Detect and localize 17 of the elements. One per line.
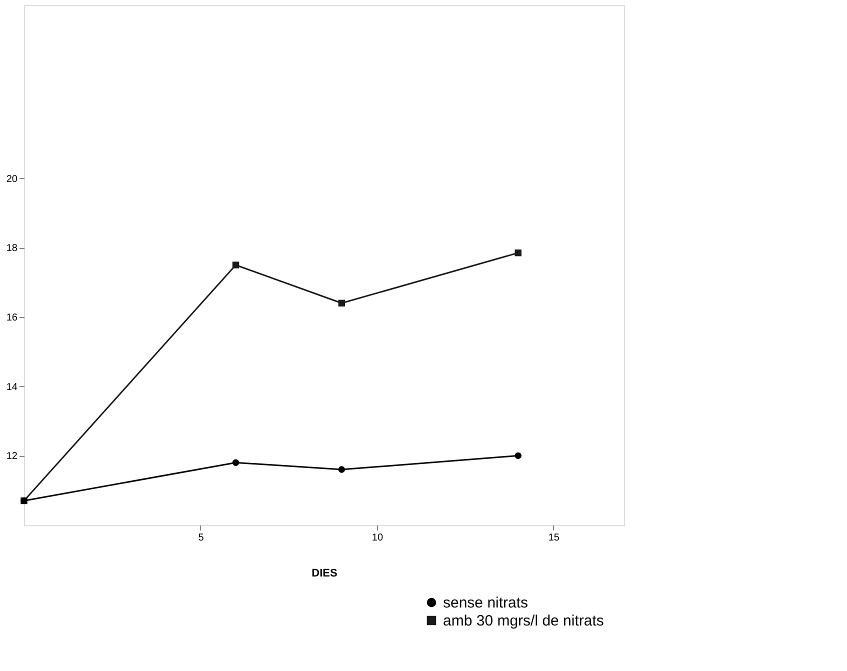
y-tick-label: 18 (6, 243, 18, 254)
x-axis-title: DIES (312, 568, 338, 580)
legend-label: sense nitrats (443, 594, 528, 612)
point (514, 452, 522, 460)
point (232, 459, 240, 466)
point (232, 262, 240, 268)
y-tick-label: 12 (6, 451, 18, 462)
y-tick-label: 14 (6, 382, 18, 393)
x-tick-label: 15 (548, 532, 560, 544)
point (514, 250, 522, 256)
point (338, 466, 345, 473)
y-tick-label: 16 (6, 312, 18, 324)
x-tick-label: 10 (372, 532, 384, 544)
point (338, 300, 345, 306)
y-tick-label: 20 (6, 174, 18, 185)
legend-label: amb 30 mgrs/l de nitrats (443, 612, 604, 630)
x-tick-label: 5 (198, 532, 204, 544)
